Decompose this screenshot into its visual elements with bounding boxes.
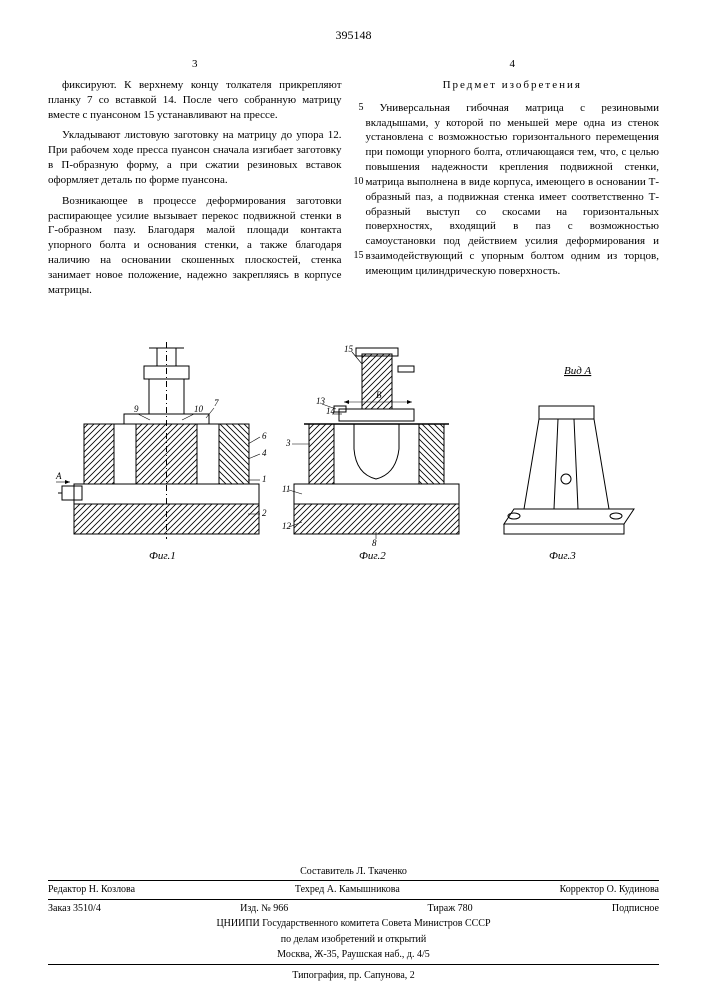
footer-block: Составитель Л. Ткаченко Редактор Н. Козл… [48,865,659,983]
footer-rule-2 [48,899,659,900]
fig3-label: Фиг.3 [549,550,576,562]
compiler-line: Составитель Л. Ткаченко [48,865,659,879]
right-para: Универсальная гибочная матрица с резинов… [366,101,660,279]
typography-line: Типография, пр. Сапунова, 2 [48,969,659,983]
address-line: Москва, Ж-35, Раушская наб., д. 4/5 [48,948,659,962]
fig3: Вид А Фиг.3 [504,365,634,562]
svg-text:12: 12 [282,521,292,531]
left-para-1: фиксируют. К верхнему концу толкателя пр… [48,78,342,123]
svg-text:6: 6 [262,431,267,441]
editor: Редактор Н. Козлова [48,883,135,897]
order-number: Заказ 3510/4 [48,902,101,916]
org-line-2: по делам изобретений и открытий [48,933,659,947]
line-mark-10: 10 [350,175,364,189]
svg-text:4: 4 [262,448,267,458]
org-line-1: ЦНИИПИ Государственного комитета Совета … [48,917,659,931]
column-right: 4 Предмет изобретения 5 10 15 Универсаль… [366,57,660,304]
figures-block: 9 10 7 6 4 1 2 А [48,334,659,594]
svg-text:3: 3 [285,438,291,448]
footer-rule-1 [48,880,659,881]
left-para-3: Возникающее в процессе деформирования за… [48,194,342,298]
vidA-label: Вид А [564,365,592,377]
svg-text:9: 9 [134,404,139,414]
svg-text:В: В [376,390,382,400]
credits-row: Редактор Н. Козлова Техред А. Камышников… [48,883,659,897]
svg-text:11: 11 [282,484,290,494]
svg-text:1: 1 [262,474,267,484]
column-right-number: 4 [366,57,660,72]
column-left: 3 фиксируют. К верхнему концу толкателя … [48,57,342,304]
svg-text:10: 10 [194,404,204,414]
svg-text:А: А [55,471,62,481]
fig2: 15 13 14 В 3 11 12 8 Фиг.2 [282,344,459,562]
footer-rule-3 [48,964,659,965]
fig2-label: Фиг.2 [359,550,386,562]
tirazh: Тираж 780 [428,902,473,916]
corrector: Корректор О. Кудинова [560,883,659,897]
edition-row: Заказ 3510/4 Изд. № 966 Тираж 780 Подпис… [48,902,659,916]
figures-svg: 9 10 7 6 4 1 2 А [54,334,654,594]
text-columns: 3 фиксируют. К верхнему концу толкателя … [48,57,659,304]
fig1: 9 10 7 6 4 1 2 А [55,342,267,562]
line-mark-15: 15 [350,249,364,263]
izd-number: Изд. № 966 [240,902,288,916]
fig1-label: Фиг.1 [149,550,176,562]
tech-editor: Техред А. Камышникова [295,883,400,897]
svg-text:8: 8 [372,538,377,548]
column-left-number: 3 [48,57,342,72]
line-mark-5: 5 [350,101,364,115]
svg-text:7: 7 [214,398,219,408]
svg-text:2: 2 [262,508,267,518]
svg-text:14: 14 [326,406,336,416]
page: 395148 3 фиксируют. К верхнему концу тол… [0,0,707,1000]
podpisnoe: Подписное [612,902,659,916]
document-number: 395148 [48,28,659,43]
left-para-2: Укладывают листовую заготовку на матрицу… [48,128,342,187]
subject-title: Предмет изобретения [366,78,660,93]
